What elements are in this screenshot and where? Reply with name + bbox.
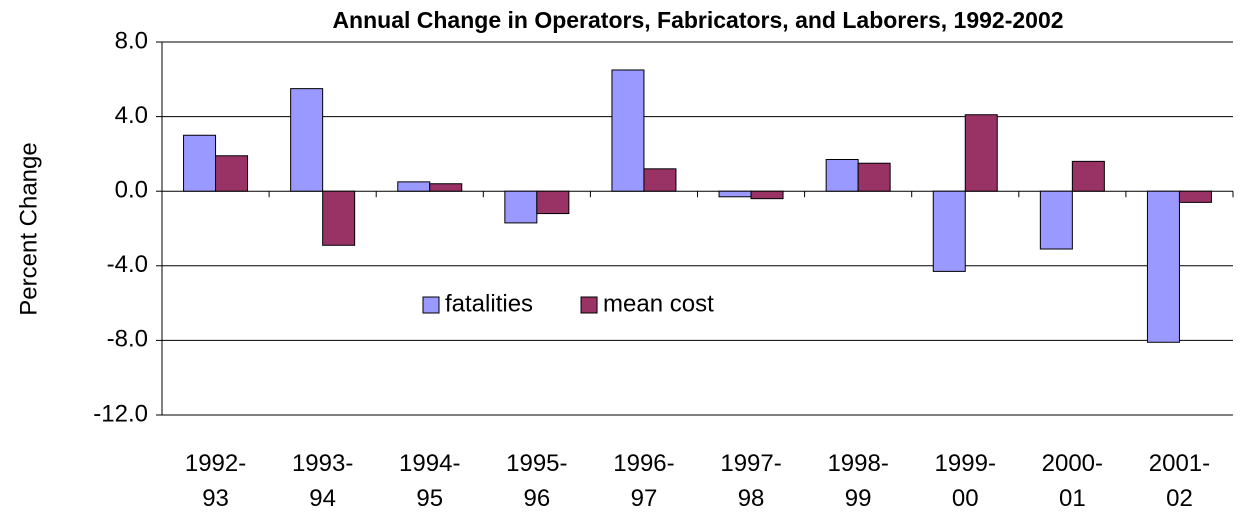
x-tick-label-line: 98 [738, 485, 765, 512]
bar [322, 190, 356, 246]
bar [1071, 160, 1105, 192]
x-tick-label-line: 00 [952, 485, 979, 512]
x-tick-label: 1995- 96 [506, 450, 567, 512]
x-tick-label-line: 1992- [185, 450, 246, 477]
x-tick-label-line: 94 [309, 485, 336, 512]
x-tick-label-line: 96 [523, 485, 550, 512]
x-tick-label-line: 2001- [1149, 450, 1210, 477]
x-tick-label-line: 93 [202, 485, 229, 512]
x-tick-label: 2001- 02 [1149, 450, 1210, 512]
x-tick-label: 1999- 00 [935, 450, 996, 512]
x-tick-label: 1997- 98 [720, 450, 781, 512]
bar [750, 190, 784, 200]
bar [932, 190, 966, 272]
y-tick-label: 8.0 [115, 27, 148, 54]
x-tick-label-line: 1999- [935, 450, 996, 477]
legend-label: mean cost [603, 290, 714, 317]
x-tick-label-line: 97 [631, 485, 658, 512]
x-tick-label: 1998- 99 [827, 450, 888, 512]
x-tick-label-line: 95 [416, 485, 443, 512]
legend-swatch [422, 296, 440, 314]
x-tick-label-line: 1998- [827, 450, 888, 477]
x-tick-label-line: 99 [845, 485, 872, 512]
y-tick-label: -12.0 [93, 400, 148, 427]
y-tick-label: 0.0 [115, 177, 148, 204]
x-tick-label: 1993- 94 [292, 450, 353, 512]
bar [611, 69, 645, 192]
y-axis-label: Percent Change [15, 142, 42, 315]
bar [1039, 190, 1073, 250]
x-tick-label-line: 1996- [613, 450, 674, 477]
x-tick-label-line: 1995- [506, 450, 567, 477]
x-tick-label-line: 01 [1059, 485, 1086, 512]
bar [290, 88, 324, 192]
bar [183, 134, 217, 192]
bar [1146, 190, 1180, 343]
x-tick-label-line: 1997- [720, 450, 781, 477]
y-tick-label: 4.0 [115, 102, 148, 129]
legend-swatch [580, 296, 598, 314]
x-tick-label-line: 1994- [399, 450, 460, 477]
x-tick-label-line: 2000- [1042, 450, 1103, 477]
y-tick-label: -8.0 [107, 326, 148, 353]
bar [643, 168, 677, 192]
bar [825, 158, 859, 192]
bar [504, 190, 538, 224]
bar [429, 183, 463, 192]
bar [964, 114, 998, 192]
bar [397, 181, 431, 192]
y-tick-label: -4.0 [107, 251, 148, 278]
bar [536, 190, 570, 215]
bar [718, 190, 752, 198]
bar [1178, 190, 1212, 203]
x-tick-label: 2000- 01 [1042, 450, 1103, 512]
x-tick-label-line: 1993- [292, 450, 353, 477]
x-tick-label: 1996- 97 [613, 450, 674, 512]
x-tick-label-line: 02 [1166, 485, 1193, 512]
bar [857, 162, 891, 192]
x-tick-label: 1994- 95 [399, 450, 460, 512]
x-tick-label: 1992- 93 [185, 450, 246, 512]
legend-label: fatalities [445, 290, 533, 317]
bar [215, 155, 249, 192]
chart-title: Annual Change in Operators, Fabricators,… [332, 7, 1063, 33]
